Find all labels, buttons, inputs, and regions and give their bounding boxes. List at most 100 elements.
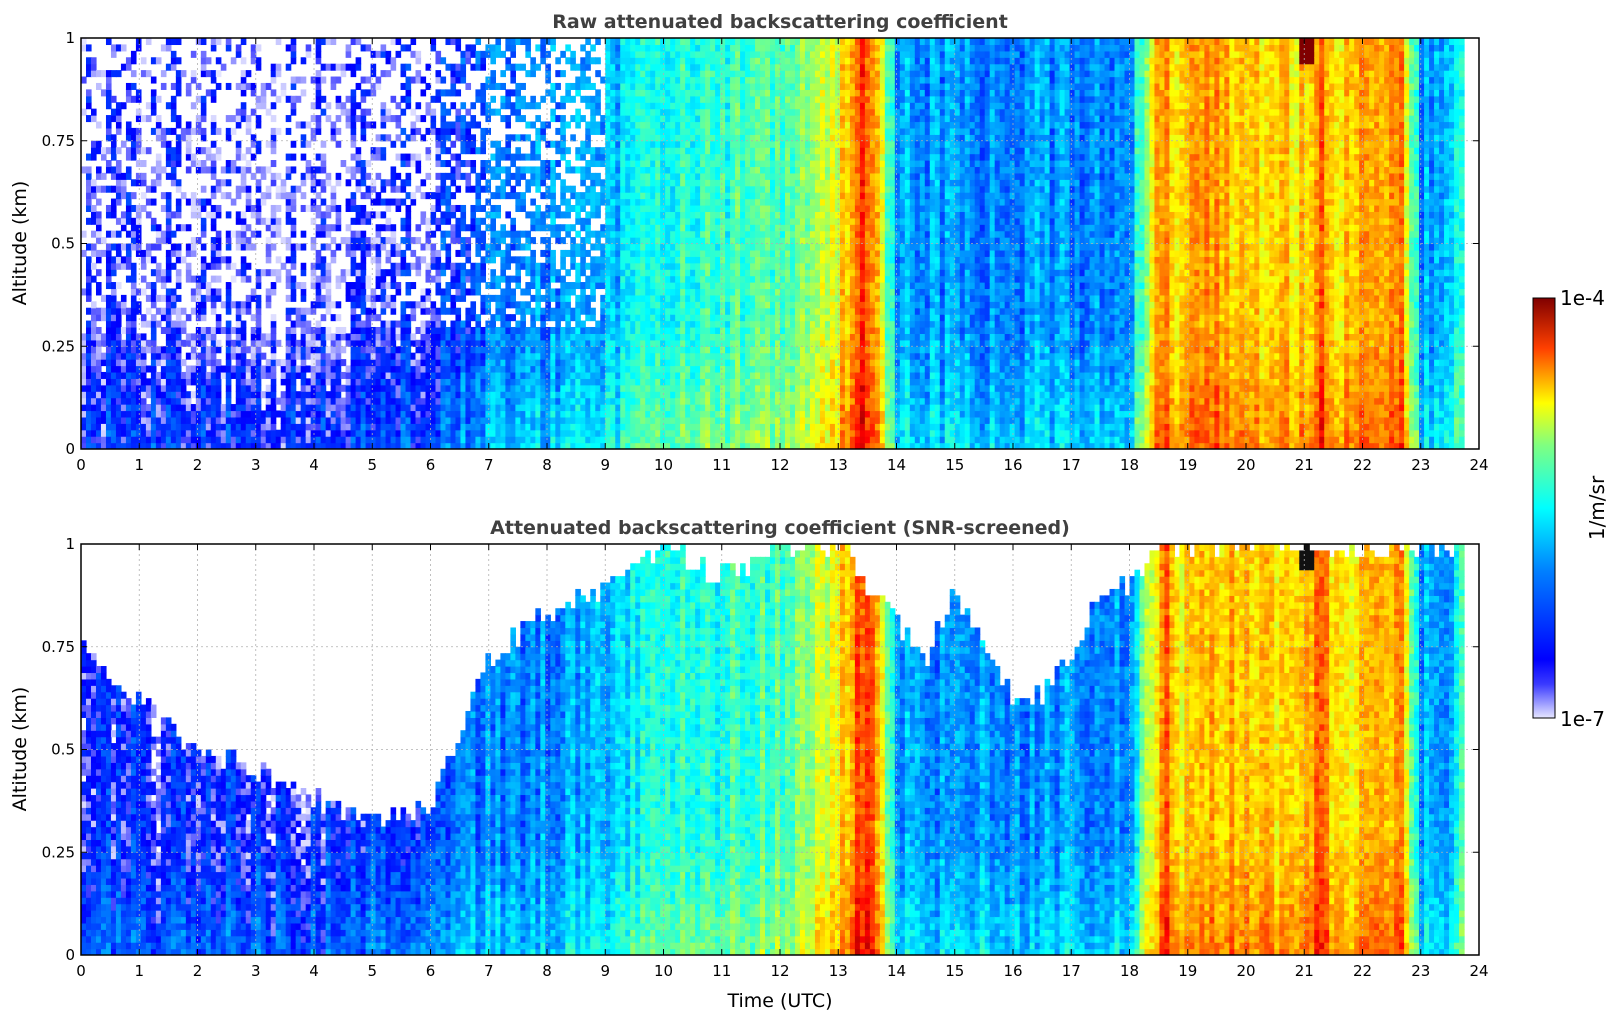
heatmap-cell: [575, 76, 581, 84]
heatmap-cell: [470, 147, 477, 155]
heatmap-cell: [210, 237, 217, 245]
heatmap-cell: [245, 371, 252, 379]
heatmap-cell: [345, 50, 352, 58]
heatmap-cell: [225, 416, 232, 424]
heatmap-cell: [370, 429, 377, 437]
heatmap-cell: [230, 416, 237, 424]
heatmap-cell: [285, 275, 292, 283]
heatmap-cell: [610, 326, 616, 334]
heatmap-cell: [160, 423, 167, 431]
heatmap-cell: [125, 262, 132, 270]
heatmap-cell: [410, 153, 417, 161]
heatmap-cell: [215, 365, 222, 373]
heatmap-cell: [280, 429, 287, 437]
heatmap-cell: [385, 371, 392, 379]
heatmap-cell: [645, 384, 651, 392]
heatmap-cell: [620, 82, 626, 90]
heatmap-cell: [645, 127, 651, 135]
heatmap-cell: [95, 121, 102, 129]
heatmap-cell: [85, 307, 92, 315]
heatmap-cell: [445, 371, 452, 379]
heatmap-cell: [655, 359, 661, 367]
heatmap-cell: [550, 115, 556, 123]
heatmap-cell: [585, 166, 591, 174]
heatmap-cell: [95, 166, 102, 174]
heatmap-cell: [250, 108, 257, 116]
heatmap-cell: [270, 230, 277, 238]
heatmap-cell: [340, 326, 347, 334]
heatmap-cell: [600, 423, 606, 431]
heatmap-cell: [520, 371, 526, 379]
heatmap-cell: [405, 160, 412, 168]
heatmap-cell: [435, 224, 442, 232]
heatmap-cell: [140, 359, 147, 367]
heatmap-cell: [445, 346, 452, 354]
heatmap-cell: [520, 410, 526, 418]
heatmap-cell: [390, 262, 397, 270]
heatmap-cell: [660, 262, 666, 270]
heatmap-cell: [480, 89, 487, 97]
heatmap-cell: [495, 391, 501, 399]
heatmap-cell: [450, 76, 457, 84]
heatmap-cell: [580, 416, 586, 424]
heatmap-cell: [380, 423, 387, 431]
heatmap-cell: [630, 153, 636, 161]
heatmap-cell: [435, 404, 442, 412]
heatmap-cell: [475, 384, 482, 392]
heatmap-cell: [530, 217, 536, 225]
heatmap-cell: [605, 314, 611, 322]
heatmap-cell: [490, 243, 496, 251]
heatmap-cell: [170, 416, 177, 424]
heatmap-cell: [115, 147, 122, 155]
heatmap-cell: [235, 314, 242, 322]
heatmap-cell: [540, 179, 546, 187]
heatmap-cell: [545, 204, 551, 212]
heatmap-cell: [500, 237, 506, 245]
heatmap-cell: [645, 333, 651, 341]
heatmap-cell: [310, 359, 317, 367]
heatmap-cell: [310, 204, 317, 212]
heatmap-cell: [130, 224, 137, 232]
heatmap-cell: [475, 288, 482, 296]
heatmap-cell: [115, 192, 122, 200]
heatmap-cell: [645, 301, 651, 309]
heatmap-cell: [625, 230, 631, 238]
heatmap-cell: [115, 378, 122, 386]
heatmap-cell: [315, 82, 322, 90]
heatmap-cell: [150, 102, 157, 110]
heatmap-cell: [415, 410, 422, 418]
heatmap-cell: [500, 314, 506, 322]
heatmap-cell: [620, 115, 626, 123]
heatmap-cell: [200, 230, 207, 238]
heatmap-cell: [370, 63, 377, 71]
heatmap-cell: [445, 63, 452, 71]
heatmap-cell: [310, 282, 317, 290]
heatmap-cell: [115, 108, 122, 116]
heatmap-cell: [580, 359, 586, 367]
heatmap-cell: [455, 378, 462, 386]
heatmap-cell: [125, 320, 132, 328]
heatmap-cell: [600, 198, 606, 206]
heatmap-cell: [81, 288, 87, 296]
heatmap-cell: [580, 179, 586, 187]
heatmap-cell: [600, 429, 606, 437]
heatmap-cell: [580, 95, 586, 103]
heatmap-cell: [610, 192, 616, 200]
heatmap-cell: [350, 436, 357, 444]
heatmap-cell: [655, 147, 661, 155]
heatmap-cell: [585, 275, 591, 283]
heatmap-cell: [85, 404, 92, 412]
heatmap-cell: [590, 314, 596, 322]
heatmap-cell: [630, 70, 636, 78]
heatmap-cell: [535, 288, 541, 296]
heatmap-cell: [515, 307, 521, 315]
heatmap-cell: [425, 288, 432, 296]
heatmap-cell: [255, 371, 262, 379]
heatmap-cell: [195, 288, 202, 296]
heatmap-cell: [595, 275, 601, 283]
heatmap-cell: [405, 416, 412, 424]
heatmap-cell: [340, 410, 347, 418]
heatmap-cell: [505, 243, 511, 251]
heatmap-cell: [200, 115, 207, 123]
heatmap-cell: [220, 256, 227, 264]
